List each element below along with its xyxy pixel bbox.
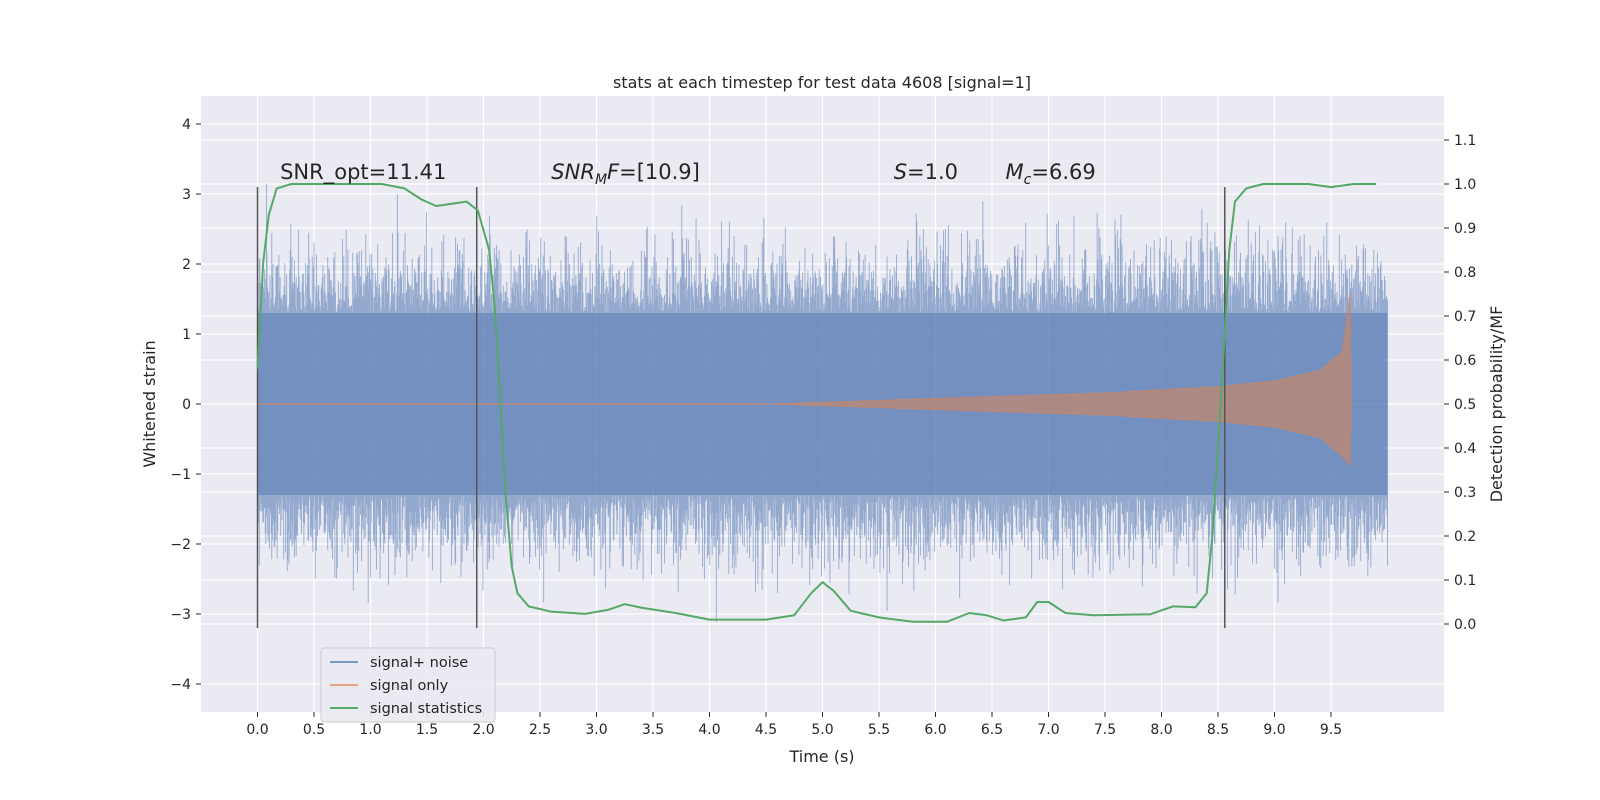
annotations: SNR_opt=11.41 SNRMF=[10.9] S=1.0 Mc=6.69 <box>280 160 1096 188</box>
y-right-tick-label: 0.1 <box>1454 573 1476 589</box>
annotation-3: Mc=6.69 <box>1006 160 1096 188</box>
y-axis-right-ticks: 0.0 0.1 0.2 0.3 0.4 0.5 0.6 0.7 0.8 0.9 1.0 1.1 <box>1444 133 1476 633</box>
legend-label-signal-statistics: signal statistics <box>370 701 482 717</box>
y-right-tick-label: 0.8 <box>1454 265 1476 281</box>
x-tick-label: 1.0 <box>359 722 381 738</box>
x-tick-label: 6.5 <box>981 722 1003 738</box>
x-tick-label: 5.0 <box>811 722 833 738</box>
series-signal-only <box>257 291 1352 467</box>
x-tick-label: 0.5 <box>303 722 325 738</box>
y-left-tick-label: 1 <box>182 327 191 343</box>
x-tick-label: 8.0 <box>1150 722 1172 738</box>
x-tick-label: 9.0 <box>1263 722 1285 738</box>
plot-content <box>256 183 1388 628</box>
y-axis-left-label: Whitened strain <box>140 340 159 467</box>
y-right-tick-label: 0.9 <box>1454 221 1476 237</box>
y-right-tick-label: 1.1 <box>1454 133 1476 149</box>
x-tick-label: 5.5 <box>868 722 890 738</box>
y-left-tick-label: 3 <box>182 187 191 203</box>
y-axis-right-label: Detection probability/MF <box>1487 306 1506 503</box>
y-right-tick-label: 1.0 <box>1454 177 1476 193</box>
annotation-0: SNR_opt=11.41 <box>280 160 446 185</box>
y-left-tick-label: 4 <box>182 117 191 133</box>
x-tick-label: 2.5 <box>529 722 551 738</box>
x-tick-label: 7.0 <box>1037 722 1059 738</box>
x-axis-label: Time (s) <box>788 747 854 766</box>
x-tick-label: 4.0 <box>698 722 720 738</box>
x-tick-label: 3.0 <box>585 722 607 738</box>
y-axis-left-ticks: −4 −3 −2 −1 0 1 2 3 4 <box>170 117 201 693</box>
y-left-tick-label: 0 <box>182 397 191 413</box>
x-tick-label: 7.5 <box>1094 722 1116 738</box>
x-tick-label: 1.5 <box>416 722 438 738</box>
x-tick-label: 4.5 <box>755 722 777 738</box>
legend: signal+ noise signal only signal statist… <box>320 647 496 723</box>
x-tick-label: 9.5 <box>1320 722 1342 738</box>
y-left-tick-label: −3 <box>170 607 191 623</box>
y-right-tick-label: 0.7 <box>1454 309 1476 325</box>
legend-label-signal-plus-noise: signal+ noise <box>370 655 468 671</box>
y-right-tick-label: 0.3 <box>1454 485 1476 501</box>
y-left-tick-label: 2 <box>182 257 191 273</box>
x-tick-label: 3.5 <box>642 722 664 738</box>
annotation-2: S=1.0 <box>894 160 958 184</box>
signal-statistics-line <box>256 183 1377 623</box>
y-left-tick-label: −4 <box>170 677 191 693</box>
chart-title: stats at each timestep for test data 460… <box>613 73 1031 92</box>
x-tick-label: 6.0 <box>924 722 946 738</box>
y-left-tick-label: −1 <box>170 467 191 483</box>
series-signal-statistics <box>256 183 1377 623</box>
annotation-1: SNRMF=[10.9] <box>551 160 700 188</box>
vertical-markers <box>256 187 1226 628</box>
y-right-tick-label: 0.5 <box>1454 397 1476 413</box>
x-tick-label: 8.5 <box>1207 722 1229 738</box>
signal-only-trace <box>765 291 1352 467</box>
y-right-tick-label: 0.6 <box>1454 353 1476 369</box>
legend-box <box>320 647 496 723</box>
x-tick-label: 2.0 <box>472 722 494 738</box>
x-tick-label: 0.0 <box>246 722 268 738</box>
y-right-tick-label: 0.0 <box>1454 617 1476 633</box>
x-axis-ticks: 0.0 0.5 1.0 1.5 2.0 2.5 3.0 3.5 4.0 4.5 5.0 5.5 6.0 6… <box>246 712 1342 738</box>
y-right-tick-label: 0.4 <box>1454 441 1476 457</box>
legend-label-signal-only: signal only <box>370 678 449 694</box>
y-right-tick-label: 0.2 <box>1454 529 1476 545</box>
y-left-tick-label: −2 <box>170 537 191 553</box>
